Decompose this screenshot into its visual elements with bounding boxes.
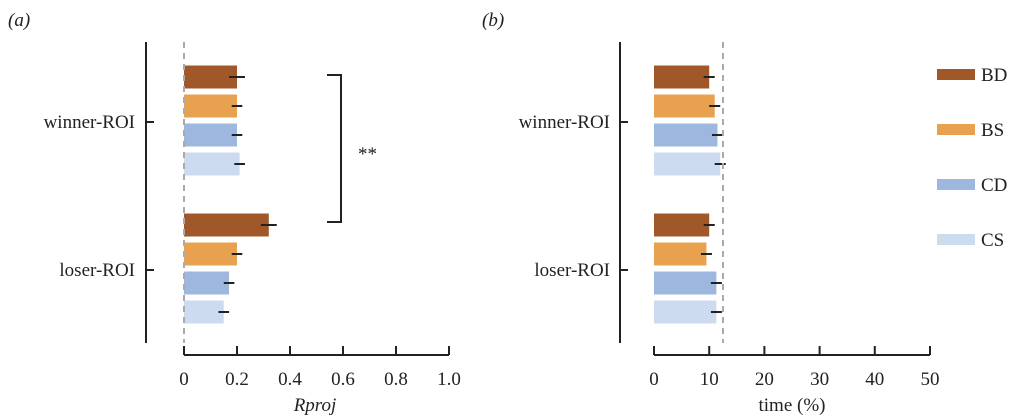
x-tick-label: 0.4 bbox=[278, 369, 302, 390]
category-label-loser-roi: loser-ROI bbox=[59, 260, 135, 281]
x-axis-title: time (%) bbox=[758, 395, 825, 415]
category-label-winner-roi: winner-ROI bbox=[44, 112, 135, 133]
bar-cs-loser-roi bbox=[184, 300, 224, 324]
bar-cs-winner-roi bbox=[654, 152, 721, 176]
legend-swatch-cd bbox=[937, 179, 975, 190]
bar-cd-winner-roi bbox=[654, 123, 718, 147]
panel-label: (b) bbox=[482, 10, 504, 31]
legend-label-bs: BS bbox=[981, 120, 1004, 141]
x-tick-label: 1.0 bbox=[437, 369, 461, 390]
x-tick-label: 0.2 bbox=[225, 369, 249, 390]
x-tick-label: 20 bbox=[755, 369, 774, 390]
x-tick-label: 0.6 bbox=[331, 369, 355, 390]
bar-bd-winner-roi bbox=[654, 65, 710, 89]
x-tick-label: 30 bbox=[810, 369, 829, 390]
x-tick-label: 0.8 bbox=[384, 369, 408, 390]
bar-bd-loser-roi bbox=[184, 213, 269, 237]
x-axis-title: Rproj bbox=[293, 395, 337, 415]
panel-a: (a) winner-ROI loser-ROI 0 0.2 0.4 0.6 0.8 1.0 Rp… bbox=[8, 10, 461, 415]
category-label-winner-roi: winner-ROI bbox=[519, 112, 610, 133]
x-tick-label: 40 bbox=[865, 369, 884, 390]
bar-bs-loser-roi bbox=[654, 242, 707, 266]
bar-bs-loser-roi bbox=[184, 242, 237, 266]
significance-marker: ** bbox=[358, 144, 377, 165]
panel-label: (a) bbox=[8, 10, 30, 31]
x-tick-label: 0 bbox=[179, 369, 189, 390]
legend-swatch-bd bbox=[937, 69, 975, 80]
category-label-loser-roi: loser-ROI bbox=[534, 260, 610, 281]
legend-swatch-bs bbox=[937, 124, 975, 135]
bar-cs-winner-roi bbox=[184, 152, 240, 176]
x-tick-label: 50 bbox=[921, 369, 940, 390]
significance-bracket bbox=[327, 74, 342, 223]
bar-bd-loser-roi bbox=[654, 213, 710, 237]
legend-label-bd: BD bbox=[981, 65, 1007, 86]
x-tick-label: 0 bbox=[649, 369, 659, 390]
legend: BD BS CD CS bbox=[937, 65, 1007, 251]
bar-bs-winner-roi bbox=[654, 94, 715, 118]
panel-b: (b) winner-ROI loser-ROI 0 10 20 30 40 50 time (%… bbox=[482, 10, 940, 415]
bar-cd-winner-roi bbox=[184, 123, 237, 147]
bar-cs-loser-roi bbox=[654, 300, 717, 324]
legend-label-cs: CS bbox=[981, 230, 1004, 251]
bar-cd-loser-roi bbox=[654, 271, 717, 295]
bar-bs-winner-roi bbox=[184, 94, 237, 118]
legend-label-cd: CD bbox=[981, 175, 1007, 196]
legend-swatch-cs bbox=[937, 234, 975, 245]
x-tick-label: 10 bbox=[700, 369, 719, 390]
bar-cd-loser-roi bbox=[184, 271, 230, 295]
bar-bd-winner-roi bbox=[184, 65, 237, 89]
